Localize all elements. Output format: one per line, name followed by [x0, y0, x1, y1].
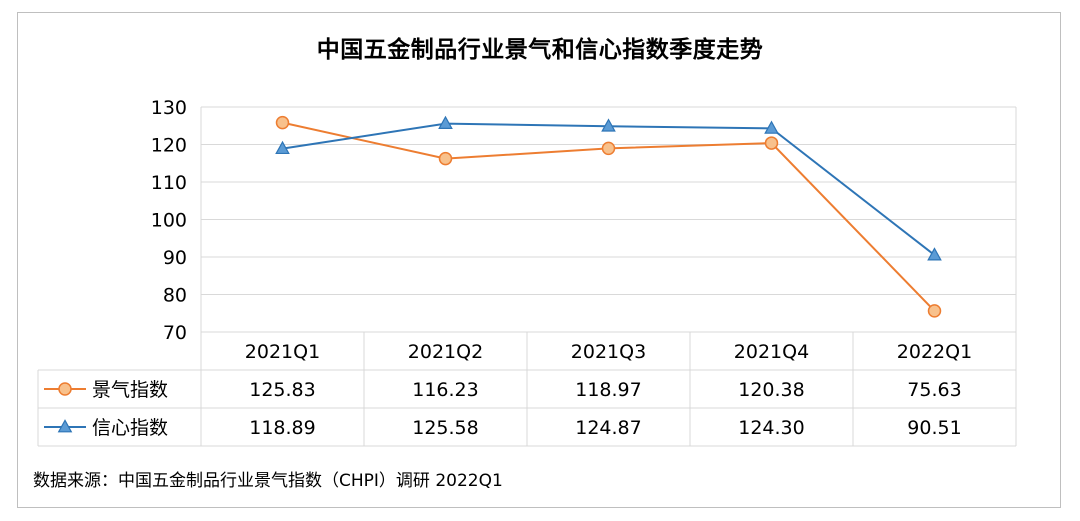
table-value-xinxin: 90.51: [907, 417, 961, 439]
y-tick-label: 110: [151, 172, 187, 194]
data-point-jingqi: [601, 141, 616, 156]
table-value-jingqi: 120.38: [738, 379, 804, 401]
data-point-jingqi: [764, 136, 779, 150]
legend-marker-jingqi: [58, 382, 72, 396]
table-value-xinxin: 125.58: [412, 417, 478, 439]
table-value-xinxin: 118.89: [249, 417, 315, 439]
x-category-label: 2021Q4: [734, 341, 809, 363]
legend-marker-xinxin: [57, 419, 73, 433]
data-point-jingqi: [275, 115, 290, 130]
chart-frame: [17, 12, 1061, 508]
table-value-xinxin: 124.30: [738, 417, 804, 439]
table-value-jingqi: 75.63: [907, 379, 961, 401]
y-tick-label: 70: [163, 322, 187, 344]
table-value-jingqi: 118.97: [575, 379, 641, 401]
data-point-xinxin: [438, 115, 453, 129]
data-point-jingqi: [438, 151, 453, 166]
y-tick-label: 100: [151, 210, 187, 232]
data-point-xinxin: [275, 140, 290, 155]
y-tick-label: 130: [151, 97, 187, 119]
y-tick-label: 80: [163, 285, 187, 307]
table-value-jingqi: 116.23: [412, 379, 478, 401]
x-category-label: 2021Q2: [408, 341, 483, 363]
y-tick-label: 90: [163, 247, 187, 269]
x-category-label: 2021Q1: [245, 341, 320, 363]
table-value-xinxin: 124.87: [575, 417, 641, 439]
chart-title: 中国五金制品行业景气和信心指数季度走势: [316, 37, 764, 63]
x-category-label: 2021Q3: [571, 341, 646, 363]
data-point-xinxin: [927, 247, 942, 261]
table-value-jingqi: 125.83: [249, 379, 315, 401]
data-point-xinxin: [601, 118, 616, 132]
legend-label-jingqi: 景气指数: [92, 379, 168, 401]
data-point-jingqi: [927, 304, 942, 318]
legend-label-xinxin: 信心指数: [92, 417, 168, 439]
x-category-label: 2022Q1: [897, 341, 972, 363]
data-point-xinxin: [764, 120, 779, 134]
data-source-note: 数据来源：中国五金制品行业景气指数（CHPI）调研 2022Q1: [33, 471, 503, 491]
y-tick-label: 120: [151, 135, 187, 157]
